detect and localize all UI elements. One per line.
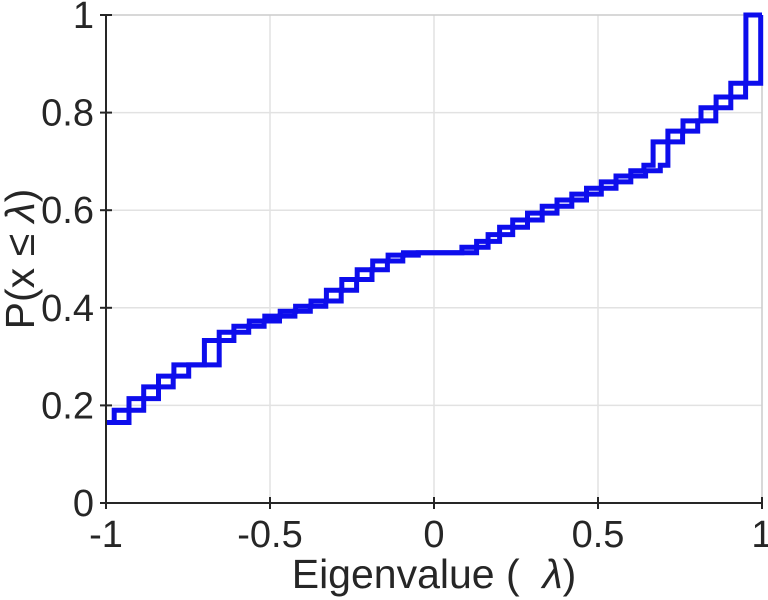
x-axis-label: Eigenvalue ( λ) [292,551,577,597]
xlabel-prefix: Eigenvalue ( [292,551,543,597]
x-tick-label-1: 1 [751,514,768,556]
y-tick-label-0.8: 0.8 [41,93,94,135]
ylabel-suffix: ) [0,189,43,203]
plot-borders [106,14,763,503]
y-axis-label: P(x ≤ λ) [0,189,43,330]
ecdf-series-2-line [106,12,764,425]
x-tick-label--0.5: -0.5 [237,514,302,556]
x-tick-label-0: 0 [423,514,444,556]
xlabel-lambda-symbol: λ [540,551,562,597]
y-tick-label-0.4: 0.4 [41,288,94,330]
y-tick-label-0.2: 0.2 [41,385,94,427]
ecdf-curves [106,12,764,425]
y-tick-label-0.6: 0.6 [41,190,94,232]
y-tick-label-0: 0 [73,483,94,525]
y-tick-label-1: 1 [73,0,94,37]
tick-labels: -1 -0.5 0 0.5 1 0 0.2 0.4 0.6 0.8 1 [41,0,768,556]
xlabel-suffix: ) [563,551,577,597]
ylabel-lambda-symbol: λ [0,202,43,224]
x-tick-label-0.5: 0.5 [572,514,625,556]
gridlines [106,15,762,503]
tick-marks [100,14,763,509]
x-tick-label--1: -1 [89,514,123,556]
ecdf-series-1-line [106,12,762,425]
ylabel-prefix: P(x ≤ [0,223,43,330]
